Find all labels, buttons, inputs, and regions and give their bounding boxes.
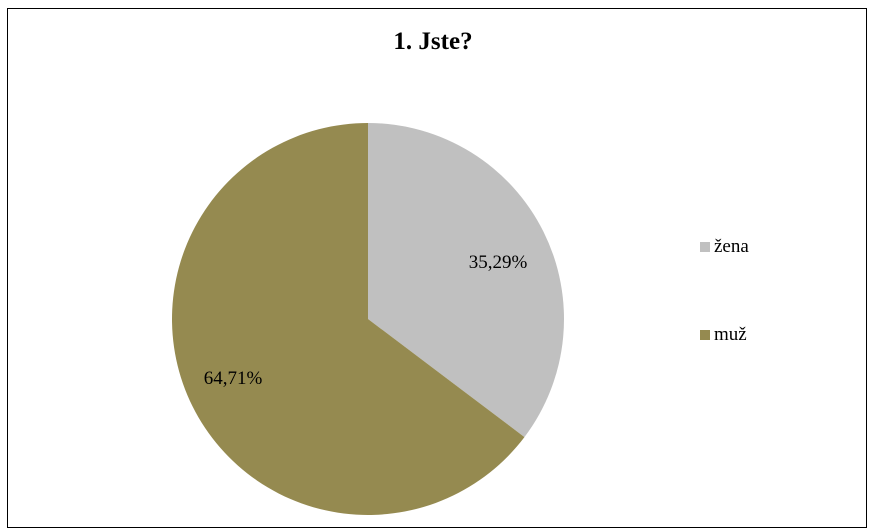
legend-label-zena: žena bbox=[714, 236, 749, 257]
legend-label-muz: muž bbox=[714, 324, 747, 345]
legend-item-zena: žena bbox=[700, 236, 749, 258]
legend-item-muz: muž bbox=[700, 324, 747, 346]
slice-label-zena: 35,29% bbox=[469, 252, 528, 273]
pie-slice-muz bbox=[172, 123, 525, 515]
chart-title: 1. Jste? bbox=[393, 28, 473, 55]
pie-slice-zena bbox=[368, 123, 565, 438]
legend-swatch-zena bbox=[700, 242, 710, 252]
legend-swatch-muz bbox=[700, 330, 710, 340]
slice-label-muz: 64,71% bbox=[204, 368, 263, 389]
